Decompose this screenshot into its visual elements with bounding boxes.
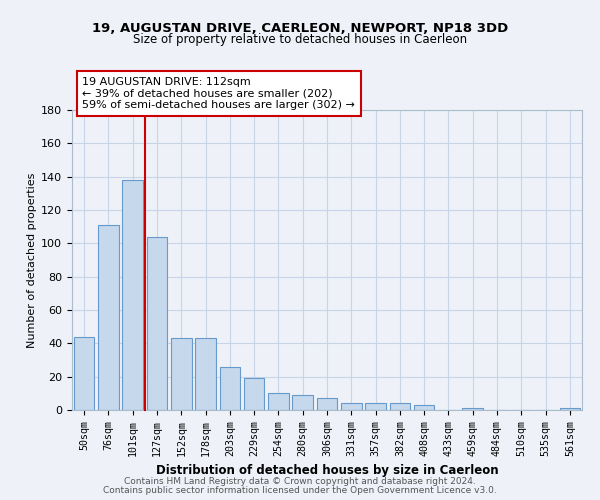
- Bar: [463, 408, 483, 410]
- Bar: [171, 338, 191, 410]
- Bar: [365, 404, 386, 410]
- Text: Contains HM Land Registry data © Crown copyright and database right 2024.: Contains HM Land Registry data © Crown c…: [124, 477, 476, 486]
- Bar: [268, 394, 289, 410]
- Text: Size of property relative to detached houses in Caerleon: Size of property relative to detached ho…: [133, 32, 467, 46]
- Bar: [74, 336, 94, 410]
- Text: Contains public sector information licensed under the Open Government Licence v3: Contains public sector information licen…: [103, 486, 497, 495]
- X-axis label: Distribution of detached houses by size in Caerleon: Distribution of detached houses by size …: [155, 464, 499, 477]
- Bar: [414, 405, 434, 410]
- Text: 19 AUGUSTAN DRIVE: 112sqm
← 39% of detached houses are smaller (202)
59% of semi: 19 AUGUSTAN DRIVE: 112sqm ← 39% of detac…: [82, 77, 355, 110]
- Bar: [389, 404, 410, 410]
- Bar: [122, 180, 143, 410]
- Bar: [195, 338, 216, 410]
- Bar: [292, 395, 313, 410]
- Bar: [98, 225, 119, 410]
- Bar: [341, 404, 362, 410]
- Bar: [560, 408, 580, 410]
- Bar: [317, 398, 337, 410]
- Bar: [146, 236, 167, 410]
- Bar: [220, 366, 240, 410]
- Text: 19, AUGUSTAN DRIVE, CAERLEON, NEWPORT, NP18 3DD: 19, AUGUSTAN DRIVE, CAERLEON, NEWPORT, N…: [92, 22, 508, 36]
- Bar: [244, 378, 265, 410]
- Y-axis label: Number of detached properties: Number of detached properties: [27, 172, 37, 348]
